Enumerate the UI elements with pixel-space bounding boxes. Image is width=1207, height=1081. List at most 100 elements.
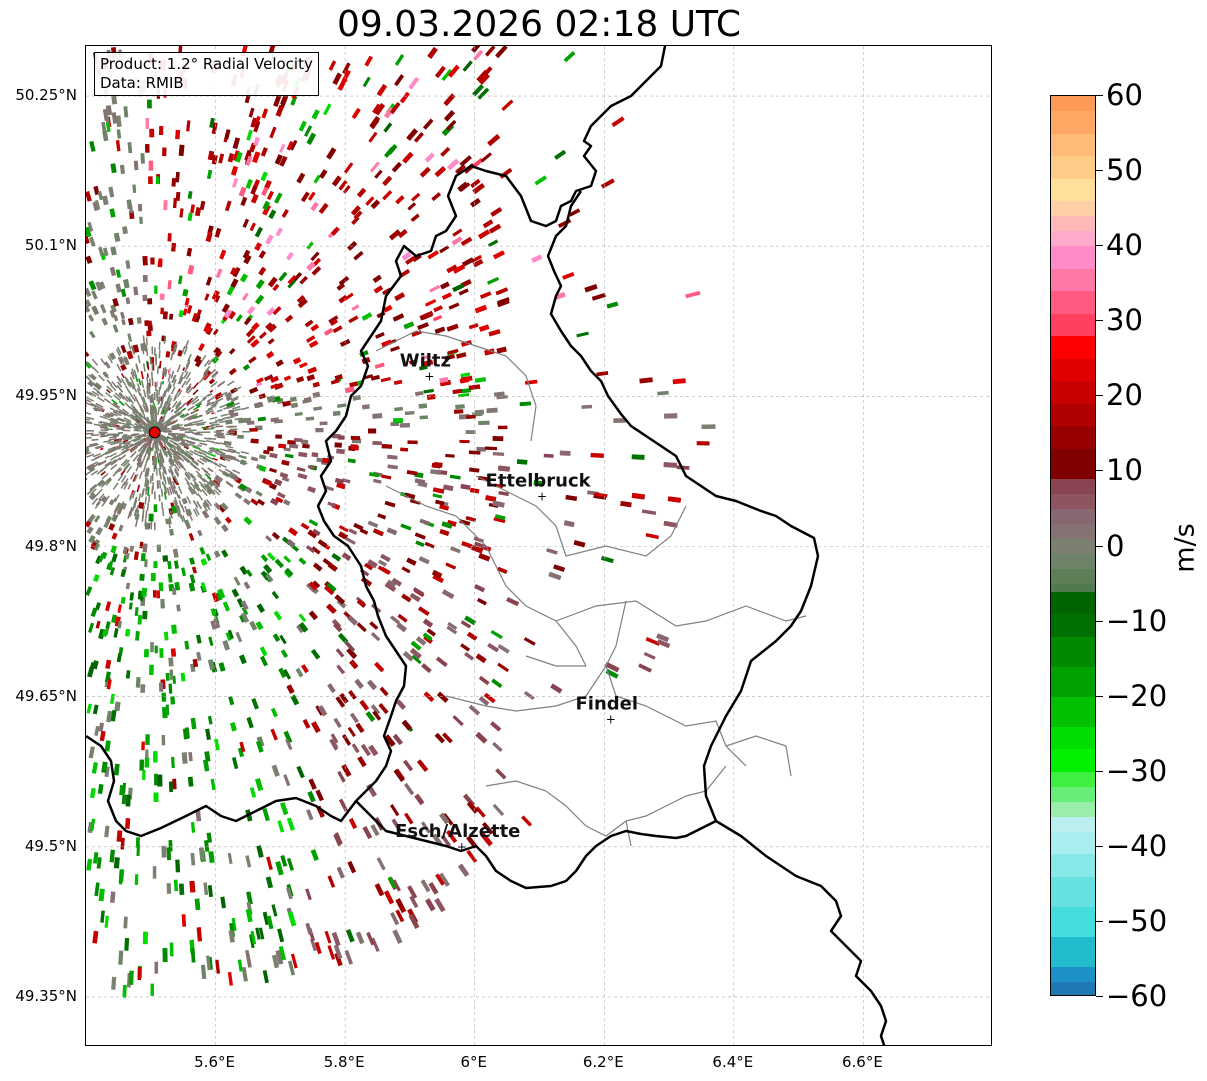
- city-label: Esch/Alzette: [395, 821, 520, 842]
- colorbar-tick-mark: [1096, 395, 1103, 397]
- colorbar-band: [1051, 966, 1095, 983]
- colorbar-tick-label: 50: [1106, 153, 1143, 188]
- radar-map[interactable]: + Wiltz + Ettelbruck + Findel + Esch/Alzette Pr…: [85, 45, 992, 1046]
- longitude-tick-label: 6.6°E: [842, 1053, 883, 1071]
- colorbar-band: [1051, 313, 1095, 337]
- colorbar-band: [1051, 801, 1095, 818]
- latitude-tick-label: 49.95°N: [15, 386, 77, 405]
- colorbar-band: [1051, 201, 1095, 217]
- border-germany-lux: [316, 46, 667, 890]
- border-lux-germany-east: [546, 190, 820, 840]
- product-info-box: Product: 1.2° Radial Velocity Data: RMIB: [94, 52, 319, 96]
- colorbar-band: [1051, 726, 1095, 750]
- colorbar-tick-mark: [1096, 170, 1103, 172]
- city-label: Wiltz: [400, 350, 451, 371]
- colorbar-tick-mark: [1096, 695, 1103, 697]
- colorbar-tick-mark: [1096, 470, 1103, 472]
- colorbar-band: [1051, 336, 1095, 360]
- colorbar-tick-label: 10: [1106, 453, 1143, 488]
- colorbar-band: [1051, 636, 1095, 668]
- colorbar-band: [1051, 291, 1095, 315]
- radar-site-marker: [148, 426, 161, 439]
- city-marker: +Wiltz: [400, 350, 451, 383]
- colorbar-band: [1051, 96, 1095, 112]
- colorbar-tick-mark: [1096, 545, 1103, 547]
- colorbar-band: [1051, 426, 1095, 450]
- border-france-west: [86, 734, 357, 838]
- latitude-tick-label: 49.5°N: [24, 836, 77, 855]
- colorbar-band: [1051, 508, 1095, 525]
- colorbar-tick-mark: [1096, 320, 1103, 322]
- colorbar-tick-label: −50: [1106, 903, 1168, 938]
- colorbar-band: [1051, 231, 1095, 247]
- colorbar-band: [1051, 358, 1095, 382]
- colorbar-band: [1051, 816, 1095, 833]
- city-marker: +Esch/Alzette: [395, 821, 520, 854]
- colorbar-band: [1051, 786, 1095, 803]
- colorbar-band: [1051, 666, 1095, 698]
- colorbar-band: [1051, 133, 1095, 157]
- colorbar-band: [1051, 591, 1095, 615]
- colorbar-band: [1051, 936, 1095, 968]
- colorbar-tick-label: 30: [1106, 303, 1143, 338]
- city-plus-icon: +: [606, 713, 616, 727]
- map-canvas: +Wiltz+Ettelbruck+Findel+Esch/Alzette: [86, 46, 991, 1045]
- latitude-tick-label: 50.25°N: [15, 86, 77, 105]
- colorbar-tick-label: 60: [1106, 78, 1143, 112]
- longitude-tick-label: 5.6°E: [194, 1053, 235, 1071]
- city-plus-icon: +: [424, 369, 434, 383]
- colorbar-band: [1051, 381, 1095, 405]
- colorbar-tick-mark: [1096, 245, 1103, 247]
- colorbar-band: [1051, 569, 1095, 585]
- colorbar-band: [1051, 854, 1095, 878]
- longitude-tick-label: 6°E: [460, 1053, 487, 1071]
- city-label: Ettelbruck: [486, 470, 592, 491]
- colorbar-band: [1051, 554, 1095, 570]
- velocity-echo-layer: [86, 46, 716, 998]
- colorbar-tick-label: −10: [1106, 603, 1168, 638]
- colorbar-tick-label: −20: [1106, 678, 1168, 713]
- border-germany-france-south: [715, 819, 888, 1045]
- longitude-tick-label: 6.2°E: [582, 1053, 624, 1071]
- colorbar-band: [1051, 696, 1095, 728]
- colorbar-band: [1051, 876, 1095, 908]
- product-label: Product: 1.2° Radial Velocity: [100, 55, 313, 73]
- colorbar-tick-mark: [1096, 770, 1103, 772]
- colorbar-band: [1051, 403, 1095, 427]
- gridlines: [86, 46, 991, 1045]
- national-borders: [86, 46, 888, 1045]
- city-layer: +Wiltz+Ettelbruck+Findel+Esch/Alzette: [395, 350, 638, 853]
- colorbar-band: [1051, 584, 1095, 593]
- colorbar-band: [1051, 111, 1095, 135]
- colorbar-band: [1051, 216, 1095, 232]
- velocity-colorbar: [1050, 95, 1096, 996]
- colorbar-unit-label: m/s: [1169, 523, 1201, 573]
- colorbar-tick-mark: [1096, 620, 1103, 622]
- colorbar-tick-mark: [1096, 996, 1103, 997]
- longitude-tick-label: 6.4°E: [712, 1053, 754, 1071]
- city-label: Findel: [575, 694, 638, 715]
- colorbar-tick-label: 20: [1106, 378, 1143, 413]
- colorbar-tick-label: −30: [1106, 753, 1168, 788]
- longitude-tick-label: 5.8°E: [323, 1053, 365, 1071]
- colorbar-tick-mark: [1096, 920, 1103, 922]
- colorbar-band: [1051, 478, 1095, 495]
- colorbar-band: [1051, 156, 1095, 180]
- colorbar-band: [1051, 831, 1095, 855]
- colorbar-band: [1051, 749, 1095, 773]
- city-plus-icon: +: [457, 840, 467, 854]
- colorbar-band: [1051, 268, 1095, 292]
- city-marker: +Ettelbruck: [486, 470, 592, 503]
- colorbar-tick-label: −40: [1106, 828, 1168, 863]
- colorbar-tick-mark: [1096, 95, 1103, 96]
- colorbar-tick-label: 0: [1106, 528, 1125, 563]
- colorbar-band: [1051, 614, 1095, 638]
- canton-borders: [375, 330, 807, 847]
- data-source-label: Data: RMIB: [100, 74, 184, 92]
- city-marker: +Findel: [575, 694, 638, 727]
- colorbar-band: [1051, 246, 1095, 270]
- colorbar-tick-label: −60: [1106, 979, 1168, 1013]
- colorbar-band: [1051, 981, 1095, 995]
- map-title: 09.03.2026 02:18 UTC: [336, 4, 742, 45]
- colorbar-band: [1051, 493, 1095, 510]
